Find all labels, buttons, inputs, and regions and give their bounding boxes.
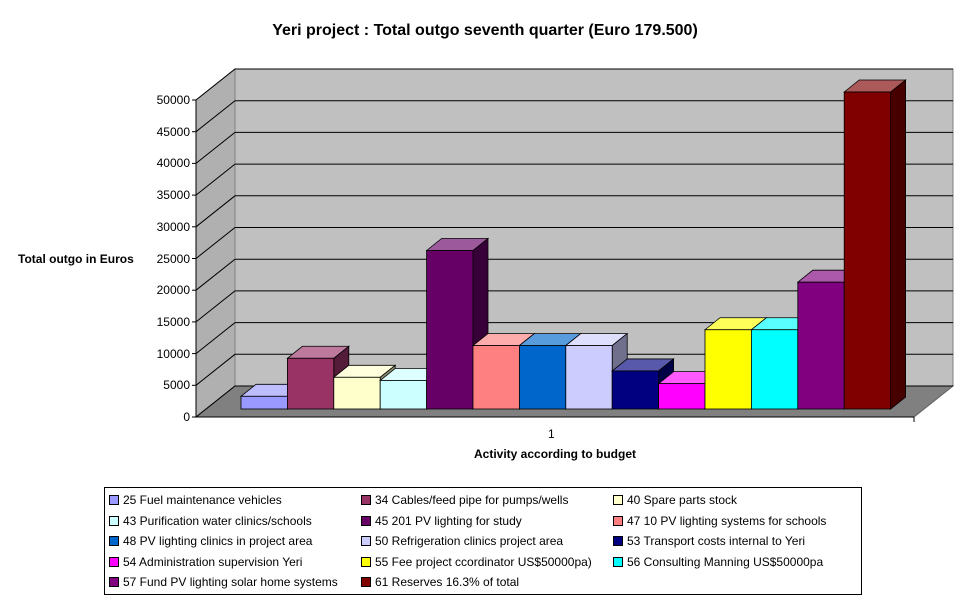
gridline — [195, 290, 953, 323]
legend-swatch — [109, 556, 119, 567]
legend-swatch — [613, 556, 623, 567]
legend-swatch — [361, 577, 371, 587]
legend-label: 47 10 PV lighting systems for schools — [627, 513, 827, 528]
legend-swatch — [361, 515, 371, 526]
legend-item: 53 Transport costs internal to Yeri — [613, 534, 805, 548]
bars — [239, 79, 907, 410]
x-tick-label: 1 — [548, 427, 555, 441]
legend-label: 45 201 PV lighting for study — [375, 513, 522, 528]
bar-side — [890, 79, 906, 410]
y-tick-label: 35000 — [156, 188, 190, 203]
bar-front — [472, 345, 520, 410]
y-tick-label: 0 — [183, 410, 190, 424]
gridline — [195, 131, 953, 164]
legend-swatch — [109, 495, 119, 505]
legend-swatch — [109, 515, 119, 526]
bar-front — [379, 380, 428, 410]
gridline — [195, 68, 953, 101]
legend-item: 54 Administration supervision Yeri — [109, 555, 302, 569]
legend-label: 48 PV lighting clinics in project area — [123, 534, 313, 548]
legend: 25 Fuel maintenance vehicles 34 Cables/fe… — [104, 487, 862, 595]
y-tick-label: 15000 — [156, 314, 190, 329]
gridline — [195, 258, 953, 291]
legend-swatch — [109, 577, 119, 587]
legend-item: 47 10 PV lighting systems for schools — [613, 514, 826, 528]
bar-front — [333, 376, 381, 410]
legend-item: 56 Consulting Manning US$50000pa — [613, 555, 823, 569]
legend-swatch — [361, 556, 371, 567]
legend-label: 61 Reserves 16.3% of total — [375, 575, 520, 589]
gridlines — [195, 68, 953, 418]
legend-swatch — [613, 515, 623, 526]
y-tick-label: 30000 — [156, 219, 190, 234]
bar-front — [286, 357, 335, 410]
bar-front — [240, 395, 288, 410]
y-axis-label: Total outgo in Euros — [18, 252, 134, 266]
x-axis-label: Activity according to budget — [473, 447, 636, 461]
bar-front — [797, 281, 845, 410]
legend-swatch — [361, 495, 371, 505]
y-tick-label: 50000 — [156, 93, 190, 107]
y-tick-label: 25000 — [156, 251, 190, 266]
legend-label: 34 Cables/feed pipe for pumps/wells — [375, 493, 569, 507]
legend-label: 55 Fee project ccordinator US$50000pa) — [375, 554, 592, 569]
bar — [843, 79, 907, 410]
legend-label: 56 Consulting Manning US$50000pa — [627, 554, 824, 569]
bar-front — [426, 250, 474, 410]
bar-front — [658, 383, 706, 410]
legend-label: 54 Administration supervision Yeri — [123, 554, 303, 569]
legend-item: 25 Fuel maintenance vehicles — [109, 493, 282, 507]
bar-front — [751, 329, 799, 410]
y-tick-label: 20000 — [156, 283, 190, 298]
y-tick-label: 10000 — [156, 346, 190, 361]
legend-item: 48 PV lighting clinics in project area — [109, 534, 312, 548]
legend-label: 40 Spare parts stock — [627, 493, 738, 507]
y-tick-label: 40000 — [156, 156, 190, 171]
legend-swatch — [613, 536, 623, 546]
legend-item: 43 Purification water clinics/schools — [109, 514, 312, 528]
legend-item: 34 Cables/feed pipe for pumps/wells — [361, 493, 568, 507]
legend-item: 40 Spare parts stock — [613, 493, 737, 507]
y-tick-label: 5000 — [163, 378, 190, 393]
chart-title: Yeri project : Total outgo seventh quart… — [272, 22, 698, 39]
legend-item: 50 Refrigeration clinics project area — [361, 534, 563, 548]
legend-label: 53 Transport costs internal to Yeri — [627, 534, 806, 548]
legend-label: 25 Fuel maintenance vehicles — [123, 493, 282, 507]
gridline — [195, 227, 953, 259]
bar-front — [704, 329, 752, 410]
gridline — [195, 195, 953, 228]
bar-front — [843, 91, 892, 410]
legend-swatch — [109, 536, 119, 546]
legend-swatch — [361, 536, 371, 546]
legend-item: 45 201 PV lighting for study — [361, 514, 522, 528]
legend-swatch — [613, 495, 623, 505]
legend-label: 50 Refrigeration clinics project area — [375, 534, 564, 548]
legend-item: 61 Reserves 16.3% of total — [361, 575, 519, 589]
gridline — [195, 163, 953, 196]
legend-item: 57 Fund PV lighting solar home systems — [109, 575, 338, 589]
legend-item: 55 Fee project ccordinator US$50000pa) — [361, 555, 592, 569]
axes — [192, 99, 915, 422]
legend-label: 57 Fund PV lighting solar home systems — [123, 575, 338, 589]
bar-front — [611, 370, 660, 410]
gridline — [195, 100, 953, 133]
bar-front — [565, 345, 613, 410]
bar-front — [519, 345, 567, 410]
legend-label: 43 Purification water clinics/schools — [123, 513, 312, 528]
y-tick-label: 45000 — [156, 124, 190, 139]
